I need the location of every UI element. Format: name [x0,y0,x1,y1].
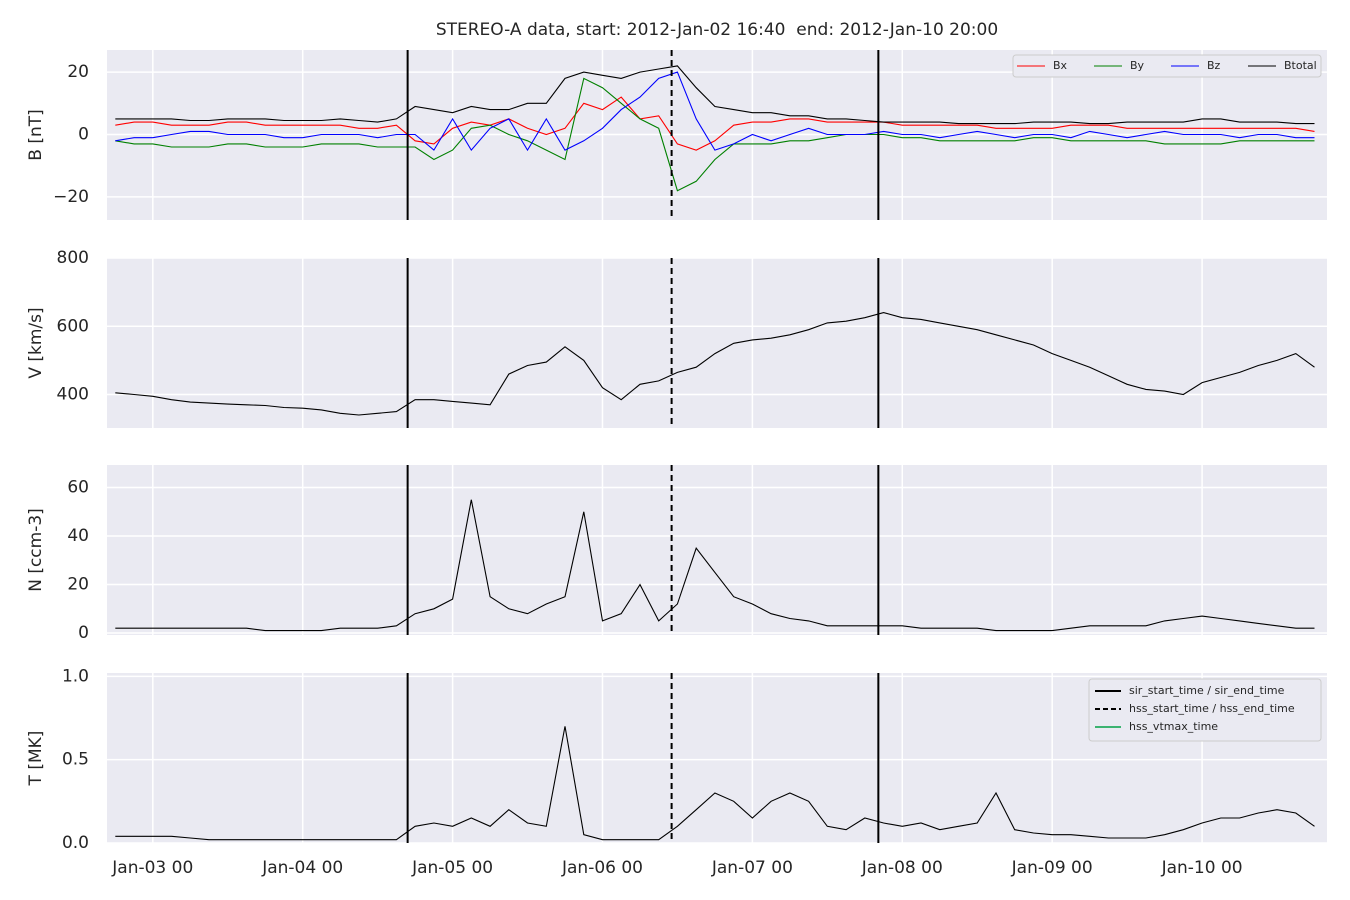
series-group [115,312,1315,416]
series-group [115,65,1315,192]
y-tick-label: 0 [78,125,89,145]
data-line [115,96,1315,151]
legend-label: Btotal [1284,59,1317,72]
x-tick-label: Jan-04 00 [261,858,343,878]
plot-background [107,465,1327,635]
y-tick-label: −20 [53,187,89,207]
y-tick-label: 60 [67,478,89,498]
legend-label: hss_vtmax_time [1129,720,1218,733]
data-line [115,65,1315,125]
data-line [115,499,1315,632]
data-line [115,726,1315,841]
legend-box [1088,678,1322,742]
y-tick-label: 40 [67,526,89,546]
y-tick-label: 1.0 [62,666,89,686]
legend-label: By [1130,59,1145,72]
legend-box [1012,54,1322,78]
y-tick-label: 20 [67,62,89,82]
y-tick-label: 400 [57,385,89,405]
y-tick-label: 800 [57,248,89,268]
x-tick-label: Jan-05 00 [411,858,493,878]
y-axis-label: B [nT] [26,109,46,161]
y-axis-label: T [MK] [26,731,46,787]
x-tick-label: Jan-06 00 [561,858,643,878]
y-axis-label: N [ccm-3] [26,508,46,592]
x-tick-label: Jan-09 00 [1011,858,1093,878]
y-tick-label: 0.0 [62,833,89,853]
y-tick-label: 20 [67,575,89,595]
x-tick-label: Jan-07 00 [711,858,793,878]
legend-label: hss_start_time / hss_end_time [1129,702,1295,715]
x-tick-label: Jan-08 00 [861,858,943,878]
y-tick-label: 600 [57,316,89,336]
series-group [115,726,1315,841]
y-tick-label: 0 [78,623,89,643]
legend-label: sir_start_time / sir_end_time [1129,684,1285,697]
legend-label: Bx [1053,59,1068,72]
x-tick-label: Jan-10 00 [1161,858,1243,878]
y-tick-label: 0.5 [62,750,89,770]
x-tick-label: Jan-03 00 [111,858,193,878]
data-line [115,77,1315,192]
data-line [115,71,1315,152]
plot-background [107,258,1327,428]
series-group [115,499,1315,632]
y-axis-label: V [km/s] [26,307,46,378]
legend-label: Bz [1207,59,1221,72]
data-line [115,312,1315,416]
chart-title: STEREO-A data, start: 2012-Jan-02 16:40 … [436,20,998,40]
